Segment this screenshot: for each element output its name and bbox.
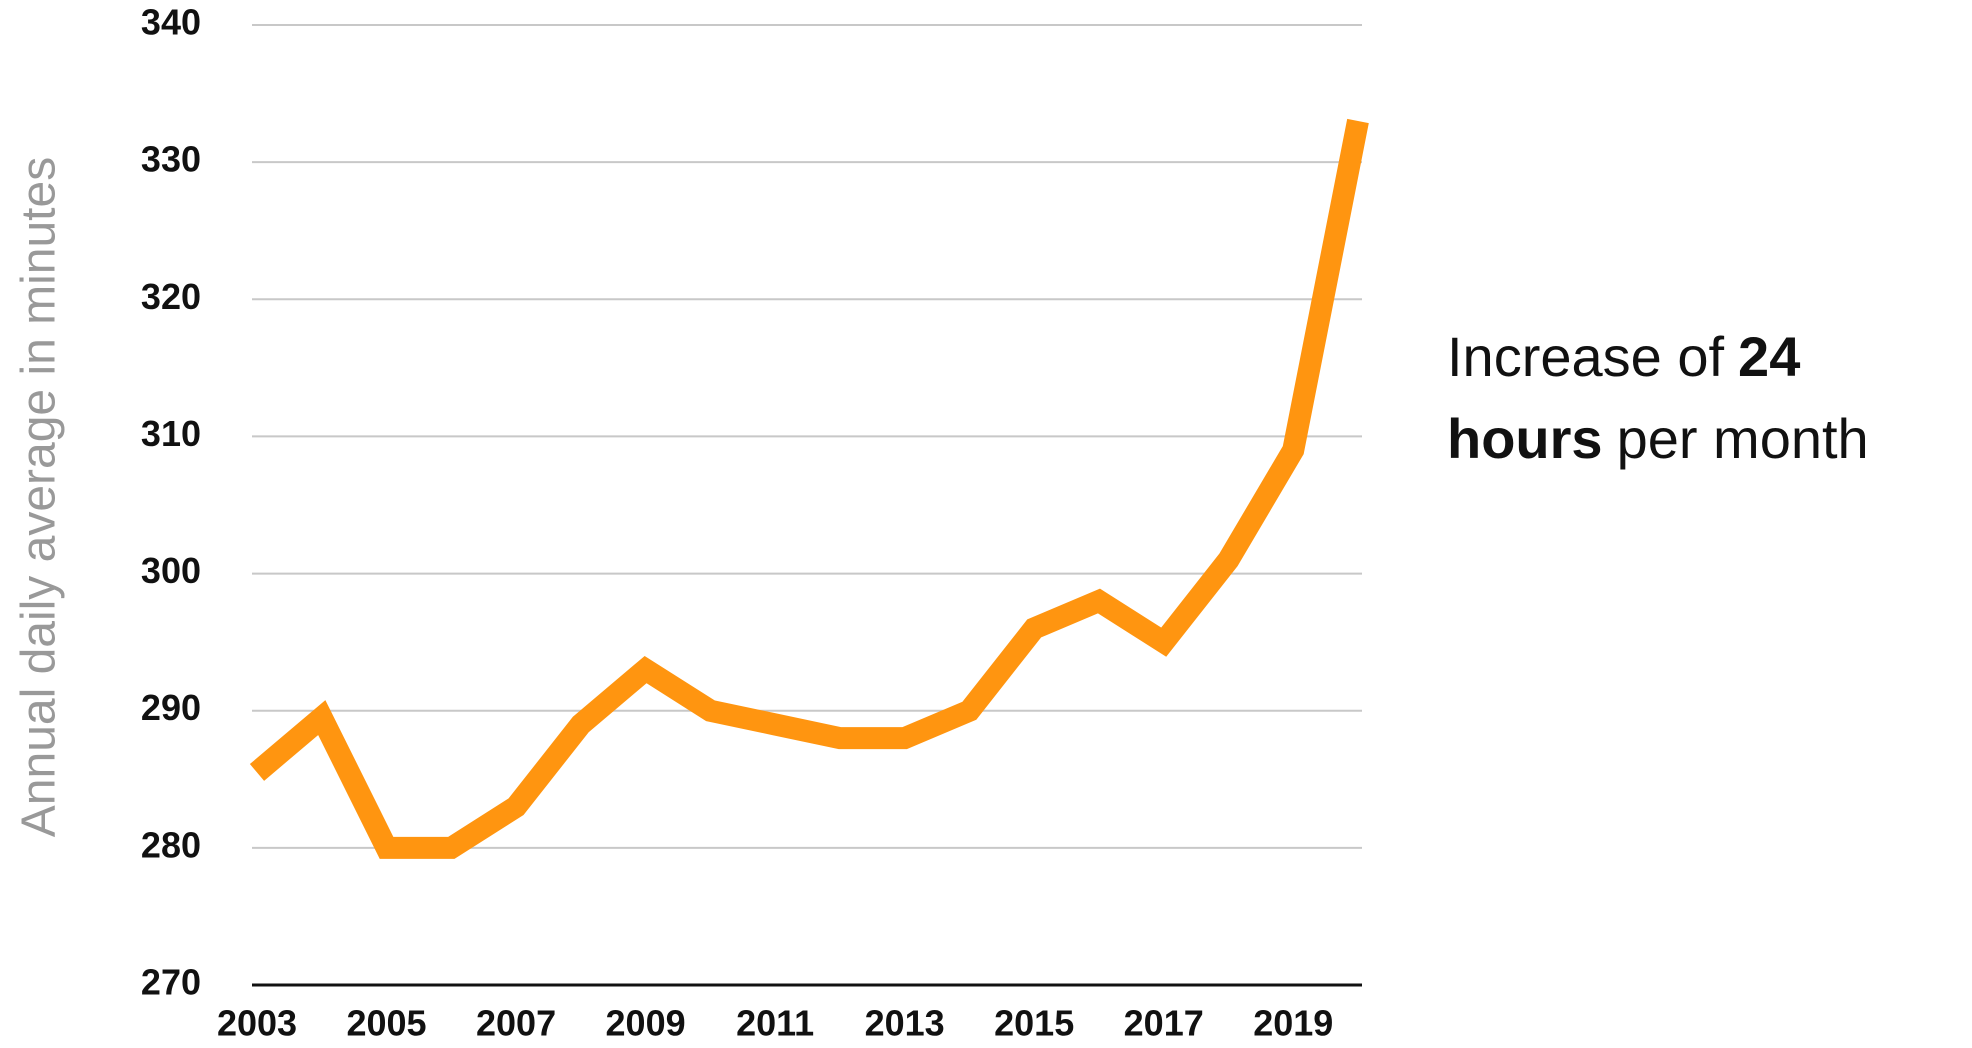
- y-axis-label: Annual daily average in minutes: [13, 157, 66, 837]
- x-tick-label: 2013: [865, 1003, 945, 1044]
- x-tick-label: 2003: [217, 1003, 297, 1044]
- y-tick-label: 310: [141, 413, 201, 454]
- x-tick-label: 2009: [606, 1003, 686, 1044]
- x-tick-label: 2019: [1253, 1003, 1333, 1044]
- annotation: Increase of 24 hours per month: [1447, 325, 1869, 470]
- y-tick-label: 270: [141, 962, 201, 1003]
- y-tick-label: 290: [141, 687, 201, 728]
- x-tick-label: 2015: [994, 1003, 1074, 1044]
- annotation-part: Increase of: [1447, 325, 1724, 388]
- y-tick-label: 280: [141, 824, 201, 865]
- y-tick-label: 320: [141, 276, 201, 317]
- annotation-part: 24: [1738, 325, 1800, 388]
- x-tick-label: 2005: [346, 1003, 426, 1044]
- y-tick-label: 330: [141, 139, 201, 180]
- x-tick-label: 2007: [476, 1003, 556, 1044]
- data-line: [249, 118, 1369, 859]
- y-tick-label: 300: [141, 550, 201, 591]
- annotation-part: hours: [1447, 407, 1603, 470]
- x-tick-label: 2017: [1124, 1003, 1204, 1044]
- annotation-part: per month: [1617, 407, 1869, 470]
- x-tick-label: 2011: [736, 1003, 814, 1044]
- y-tick-label: 340: [141, 2, 201, 43]
